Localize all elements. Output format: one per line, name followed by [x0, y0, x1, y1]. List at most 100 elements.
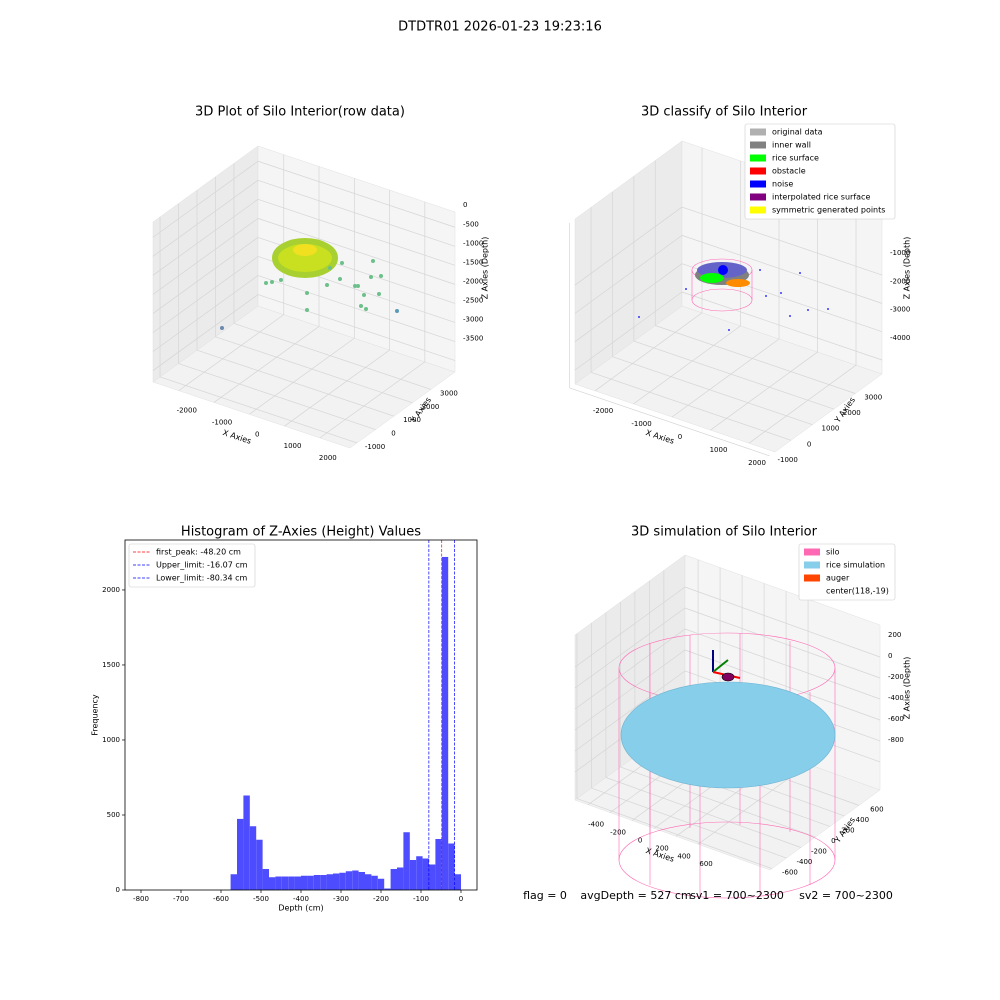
grid-line	[152, 160, 259, 238]
bar	[345, 871, 353, 890]
bar	[358, 871, 365, 890]
x-axis-label: Depth (cm)	[278, 904, 323, 913]
legend-label: symmetric generated points	[772, 206, 885, 215]
y-axis-label: Frequency	[91, 694, 100, 736]
legend-label: obstacle	[772, 167, 806, 176]
x-tick-label: -400	[293, 895, 309, 903]
bar	[307, 875, 314, 890]
grid-line	[213, 326, 320, 403]
legend-swatch	[750, 193, 766, 201]
x-tick-label: 1000	[284, 442, 302, 450]
bar	[339, 872, 346, 890]
legend-swatch	[750, 180, 766, 188]
legend-box	[744, 123, 896, 220]
x-tick-label: -300	[333, 895, 349, 903]
y-tick-label: 0	[831, 837, 835, 845]
x-tick-label: 400	[677, 852, 690, 860]
grid-line	[249, 337, 355, 415]
grid-line	[684, 628, 881, 700]
bar	[320, 874, 327, 890]
z-tick-label: -200	[888, 673, 904, 681]
z-tick-label: -400	[888, 694, 904, 702]
bar	[454, 874, 461, 890]
bar	[403, 832, 410, 890]
footer-text: sv2 = 700~2300	[799, 889, 893, 902]
grid-line	[574, 649, 686, 731]
y-tick-label: 2000	[843, 409, 861, 417]
grid-line	[178, 363, 376, 430]
z-axis-label: Z Axies (Depth)	[481, 237, 490, 300]
x-tick-label: -700	[173, 895, 189, 903]
y-tick-label: -200	[811, 848, 827, 856]
legend-label: silo	[826, 548, 840, 557]
bar	[390, 868, 397, 890]
grid-line	[684, 649, 881, 721]
grid-line	[257, 160, 456, 228]
legend-swatch	[750, 128, 766, 136]
y-tick-label: 400	[856, 816, 869, 824]
bar	[243, 795, 250, 890]
x-tick-label: -400	[588, 821, 604, 829]
x-tick-label: -200	[373, 895, 389, 903]
silo-simulation	[618, 632, 836, 899]
grid-line	[574, 670, 686, 752]
y-tick-label: 1000	[403, 416, 421, 424]
x-tick-label: 0	[678, 433, 682, 441]
y-tick-label: 0	[807, 440, 811, 448]
grid-line	[594, 312, 703, 392]
x-tick-label: -500	[253, 895, 269, 903]
x-tick-label: -100	[413, 895, 429, 903]
bar	[409, 859, 417, 890]
chart-title: 3D simulation of Silo Interior	[631, 525, 818, 540]
grid-line	[319, 361, 426, 439]
y-tick-label: 1000	[102, 736, 120, 744]
grid-line	[574, 235, 683, 314]
bar	[448, 843, 455, 890]
z-tick-label: -500	[463, 220, 479, 228]
footer-text: sv1 = 700~2300	[690, 889, 784, 902]
grid-line	[257, 275, 456, 342]
x-tick-label: 1000	[710, 446, 728, 454]
bar	[275, 876, 282, 890]
bar	[281, 876, 289, 890]
grid-line	[684, 607, 881, 679]
bar	[288, 876, 295, 890]
grid-line	[576, 798, 773, 869]
grid-line	[633, 325, 741, 405]
grid-line	[152, 180, 259, 257]
chart-title: 3D Plot of Silo Interior(row data)	[195, 105, 405, 120]
bar	[352, 870, 359, 890]
z-tick-label: 200	[888, 631, 901, 639]
y-tick-label: -400	[796, 858, 812, 866]
y-tick-label: -1000	[365, 443, 385, 451]
grid-line	[257, 218, 456, 285]
x-tick-label: -2000	[593, 407, 613, 415]
z-axis-label: Z Axies (Depth)	[903, 237, 912, 300]
bar	[435, 838, 442, 890]
bar	[422, 858, 429, 890]
bar	[301, 875, 308, 890]
legend-swatch	[804, 548, 820, 556]
bar	[429, 864, 436, 890]
x-axis-label: X Axies	[222, 428, 253, 446]
bar	[416, 856, 423, 890]
bar	[269, 877, 276, 890]
y-tick-label: 2000	[422, 403, 440, 411]
z-tick-label: -3500	[463, 335, 483, 343]
x-tick-label: 0	[459, 895, 463, 903]
legend-label: first_peak: -48.20 cm	[156, 548, 241, 557]
legend-swatch	[750, 167, 766, 175]
x-tick-label: -2000	[177, 407, 197, 415]
z-tick-label: -1500	[463, 258, 483, 266]
bar	[384, 888, 391, 890]
grid-line	[257, 294, 456, 361]
bar	[326, 874, 333, 890]
y-tick-label: 1000	[822, 425, 840, 433]
grid-line	[159, 376, 358, 444]
legend-label: noise	[772, 180, 793, 189]
legend-label: interpolated rice surface	[772, 193, 870, 202]
z-tick-label: 0	[463, 201, 467, 209]
legend-box	[128, 543, 256, 588]
legend-label: rice simulation	[826, 561, 885, 570]
